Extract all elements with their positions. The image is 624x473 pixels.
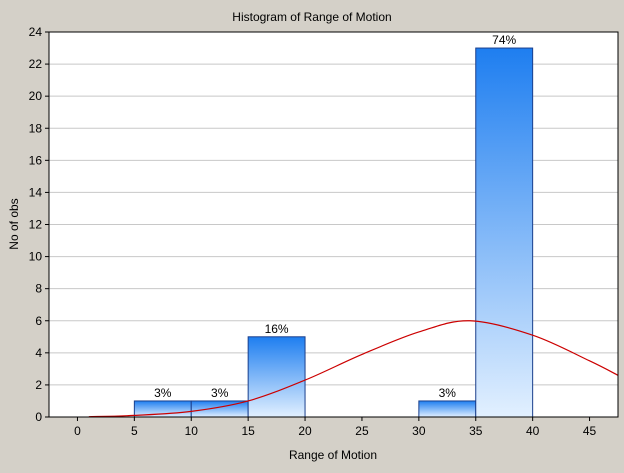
- y-tick-label: 20: [29, 89, 43, 103]
- y-tick-label: 0: [35, 410, 42, 424]
- y-tick-label: 2: [35, 378, 42, 392]
- normal-fit-curve: [88, 320, 618, 417]
- x-axis-label: Range of Motion: [289, 448, 377, 462]
- x-tick-label: 45: [583, 424, 597, 438]
- bars: [133, 47, 534, 418]
- y-tick-label: 24: [29, 25, 43, 39]
- x-tick-label: 25: [355, 424, 369, 438]
- x-tick-label: 10: [185, 424, 199, 438]
- bar-labels: 3% 3% 16% 3% 74%: [154, 33, 516, 400]
- x-tick-label: 35: [469, 424, 483, 438]
- y-tick-label: 6: [35, 314, 42, 328]
- x-tick-label: 0: [74, 424, 81, 438]
- histogram-bar: [247, 336, 306, 418]
- x-tick-label: 5: [131, 424, 138, 438]
- y-tick-label: 12: [29, 218, 43, 232]
- histogram-bar: [418, 400, 477, 418]
- x-axis-ticks: 0 5 10 15 20 25 30 35 40 45: [74, 417, 597, 438]
- y-tick-label: 10: [29, 250, 43, 264]
- bar-percent-label: 16%: [265, 322, 289, 336]
- y-tick-label: 14: [29, 185, 43, 199]
- y-tick-label: 16: [29, 153, 43, 167]
- y-tick-label: 22: [29, 57, 43, 71]
- bar-percent-label: 3%: [439, 386, 457, 400]
- y-tick-label: 18: [29, 121, 43, 135]
- x-tick-label: 30: [412, 424, 426, 438]
- y-tick-label: 4: [35, 346, 42, 360]
- histogram-bar: [475, 47, 534, 418]
- x-tick-label: 40: [526, 424, 540, 438]
- bar-percent-label: 74%: [492, 33, 516, 47]
- bar-percent-label: 3%: [154, 386, 172, 400]
- y-axis-label: No of obs: [7, 198, 21, 249]
- chart-title: Histogram of Range of Motion: [232, 10, 391, 24]
- y-tick-label: 8: [35, 282, 42, 296]
- x-tick-label: 15: [241, 424, 255, 438]
- bar-percent-label: 3%: [211, 386, 229, 400]
- x-tick-label: 20: [298, 424, 312, 438]
